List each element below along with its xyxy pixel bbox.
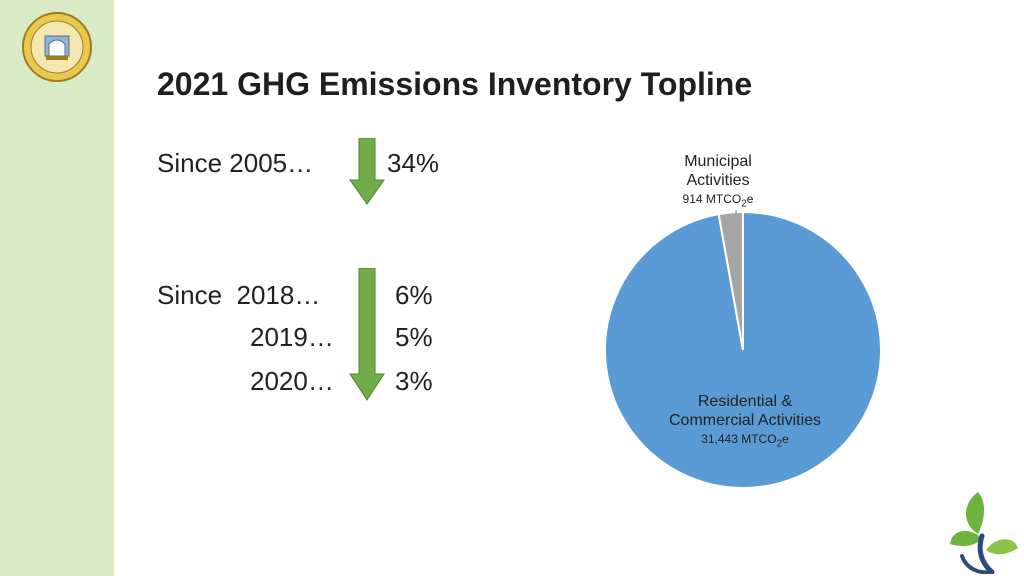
down-arrow-icon <box>349 268 385 401</box>
leaf-logo-icon <box>950 492 1018 574</box>
comparison-ellipsis: … <box>307 322 334 352</box>
comparison-year: 2005 <box>229 148 288 178</box>
pie-label-municipal: Municipal Activities 914 MTCO2e <box>665 152 771 213</box>
pie-label-name: Commercial Activities <box>668 412 822 429</box>
comparison-since-2019: 2019… <box>250 322 334 353</box>
sidebar-band <box>0 0 114 576</box>
comparison-ellipsis: … <box>307 366 334 396</box>
comparison-since-2005: Since 2005… <box>157 148 313 179</box>
pie-label-name: Activities <box>686 172 750 189</box>
comparison-year: 2020 <box>250 366 308 396</box>
comparison-year: 2018 <box>236 280 295 310</box>
pie-label-value: 914 MTCO2e <box>682 192 754 210</box>
slide-title: 2021 GHG Emissions Inventory Topline <box>157 66 753 102</box>
comparison-value: 6% <box>395 280 433 310</box>
comparison-since-2018: Since 2018… <box>157 280 320 311</box>
village-seal-icon <box>22 12 92 82</box>
pie-slice-municipal <box>717 210 744 351</box>
comparison-prefix: Since <box>157 280 223 310</box>
comparison-year: 2019 <box>250 322 308 352</box>
pie-label-name: Municipal <box>684 153 752 170</box>
pie-label-value: 31,443 MTCO2e <box>701 432 789 450</box>
comparison-value: 3% <box>395 366 433 396</box>
pie-label-residential: Residential & Commercial Activities 31,4… <box>655 392 835 453</box>
comparison-prefix: Since <box>157 148 223 178</box>
comparison-ellipsis: … <box>287 148 314 178</box>
comparison-value: 34% <box>387 148 440 178</box>
pie-label-name: Residential & <box>697 393 793 410</box>
down-arrow-icon <box>349 138 385 205</box>
comparison-ellipsis: … <box>294 280 321 310</box>
comparison-value: 5% <box>395 322 433 352</box>
emissions-pie-chart <box>604 210 882 489</box>
comparison-since-2020: 2020… <box>250 366 334 397</box>
